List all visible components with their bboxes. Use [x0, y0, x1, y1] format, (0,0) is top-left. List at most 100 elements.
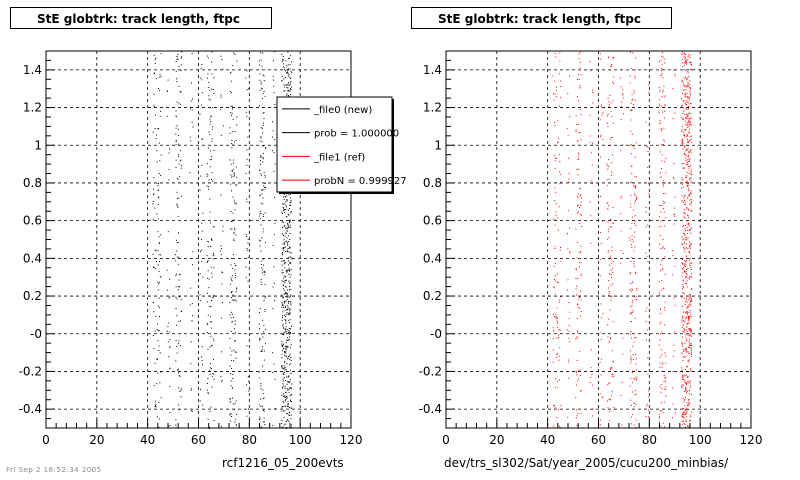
data-point — [285, 60, 287, 62]
data-point — [554, 404, 555, 406]
data-point — [685, 103, 687, 105]
data-point — [658, 281, 660, 283]
data-point — [691, 273, 693, 274]
data-point — [659, 120, 661, 122]
data-point — [634, 231, 636, 233]
data-point — [285, 423, 287, 425]
data-point — [208, 278, 210, 280]
data-point — [579, 87, 581, 89]
data-point — [599, 361, 601, 363]
data-point — [284, 354, 286, 356]
data-point — [558, 105, 560, 107]
data-point — [690, 335, 692, 337]
data-point — [261, 127, 263, 129]
data-point — [630, 313, 632, 314]
data-point — [232, 294, 234, 296]
data-point — [287, 376, 289, 378]
data-point — [176, 346, 178, 348]
data-point — [291, 394, 293, 396]
data-point — [685, 176, 687, 178]
data-point — [684, 233, 685, 235]
data-point — [635, 376, 637, 378]
data-point — [688, 96, 690, 98]
data-point — [554, 187, 556, 189]
y-tick-label: 1.4 — [23, 63, 42, 77]
data-point — [599, 419, 601, 421]
data-point — [282, 254, 283, 256]
data-point — [234, 299, 236, 301]
data-point — [659, 386, 661, 388]
data-point — [231, 112, 233, 114]
data-point — [660, 220, 662, 222]
data-point — [688, 426, 690, 428]
data-point — [690, 334, 692, 336]
data-point — [290, 70, 292, 72]
data-point — [281, 367, 283, 369]
data-point — [272, 130, 274, 132]
data-point — [672, 403, 674, 405]
data-point — [284, 282, 286, 284]
data-point — [577, 307, 579, 308]
data-point — [683, 201, 685, 203]
data-point — [689, 382, 691, 384]
data-point — [284, 396, 286, 398]
data-point — [686, 114, 688, 116]
data-point — [612, 373, 614, 375]
data-point — [287, 420, 289, 422]
data-point — [289, 308, 291, 310]
data-point — [209, 211, 211, 213]
data-point — [289, 68, 291, 70]
data-point — [687, 163, 689, 165]
data-point — [554, 245, 556, 247]
data-point — [685, 374, 687, 376]
data-point — [176, 80, 178, 82]
data-point — [611, 373, 613, 375]
data-point — [689, 259, 690, 261]
data-point — [684, 301, 686, 303]
data-point — [283, 290, 285, 292]
data-point — [660, 59, 662, 61]
data-point — [220, 250, 222, 252]
data-point — [672, 417, 673, 419]
data-point — [673, 163, 675, 164]
data-point — [284, 243, 286, 245]
data-point — [608, 159, 610, 161]
data-point — [273, 363, 275, 365]
data-point — [233, 52, 235, 54]
data-point — [246, 116, 248, 118]
data-point — [576, 415, 578, 417]
data-point — [157, 250, 159, 252]
point-column — [672, 69, 676, 419]
data-point — [686, 97, 688, 99]
data-point — [158, 236, 160, 238]
data-point — [289, 310, 291, 312]
data-point — [630, 416, 632, 418]
data-point — [688, 222, 690, 224]
data-point — [286, 289, 288, 291]
data-point — [635, 271, 637, 273]
data-point — [282, 252, 284, 253]
data-point — [683, 77, 685, 79]
data-point — [690, 199, 692, 201]
data-point — [683, 399, 685, 401]
data-point — [635, 186, 637, 188]
data-point — [261, 189, 263, 191]
data-point — [578, 158, 580, 160]
data-point — [282, 350, 284, 352]
data-point — [684, 272, 686, 274]
data-point — [688, 390, 690, 391]
data-point — [575, 338, 577, 340]
data-point — [632, 370, 634, 372]
data-point — [601, 358, 603, 360]
data-point — [246, 158, 248, 160]
data-point — [578, 124, 580, 125]
data-point — [599, 53, 601, 55]
data-point — [682, 82, 684, 84]
data-point — [288, 194, 290, 196]
data-point — [689, 229, 691, 231]
data-point — [287, 401, 289, 403]
data-point — [207, 260, 209, 262]
data-point — [231, 416, 233, 417]
data-point — [284, 367, 286, 369]
data-point — [231, 80, 233, 82]
